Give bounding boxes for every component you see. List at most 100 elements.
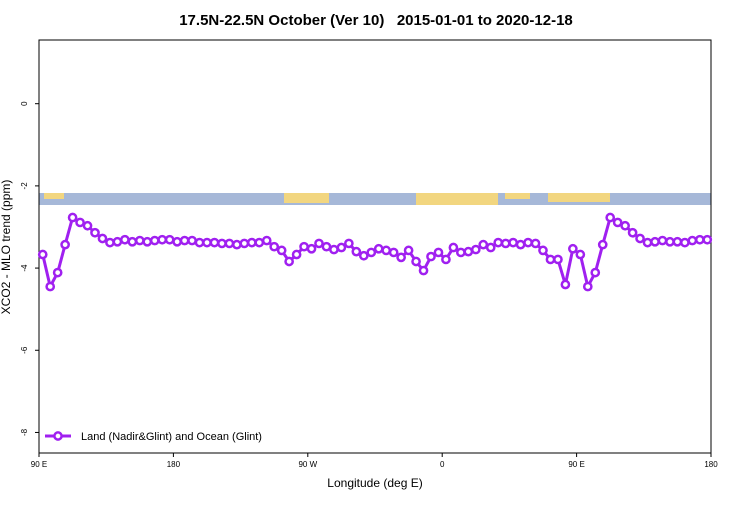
data-point [582, 281, 593, 292]
data-point [344, 238, 354, 249]
data-point [82, 220, 93, 231]
x-axis-label: Longitude (deg E) [327, 476, 422, 490]
data-point [60, 239, 70, 250]
data-point [134, 235, 145, 246]
data-point [485, 242, 496, 253]
data-point [358, 250, 369, 261]
legend-label: Land (Nadir&Glint) and Ocean (Glint) [81, 431, 262, 443]
data-point [426, 251, 436, 262]
data-point [336, 242, 347, 253]
x-tick-label: 90 E [31, 460, 47, 469]
data-point [381, 245, 392, 256]
data-point [299, 241, 309, 252]
data-point [112, 236, 123, 247]
data-point [224, 238, 235, 249]
data-point [127, 236, 138, 247]
data-point [448, 242, 459, 253]
data-point [433, 247, 444, 258]
data-point [149, 235, 160, 246]
data-point [493, 237, 504, 248]
data-point [620, 220, 630, 231]
x-tick-label: 90 W [298, 460, 317, 469]
data-point [291, 249, 302, 260]
data-point [642, 237, 653, 248]
data-point [276, 245, 287, 256]
data-point [627, 227, 638, 238]
x-tick-label: 180 [167, 460, 181, 469]
data-point [702, 234, 713, 245]
data-point [351, 246, 362, 257]
data-point [463, 246, 474, 257]
data-point [650, 236, 660, 247]
data-point [508, 237, 518, 248]
data-point [366, 247, 377, 258]
data-point [575, 249, 586, 260]
data-point [687, 235, 698, 246]
y-axis-label: XCO2 - MLO trend (ppm) [0, 180, 13, 315]
data-point [157, 234, 168, 245]
data-point [202, 237, 212, 248]
data-point [657, 235, 668, 246]
data-point [209, 237, 220, 248]
y-tick-label: -4 [20, 264, 29, 272]
data-point [568, 243, 578, 254]
data-point [321, 241, 332, 252]
data-point [187, 235, 197, 246]
x-tick-label: 90 E [568, 460, 584, 469]
data-point [605, 212, 616, 223]
data-point [560, 279, 571, 290]
data-point [90, 227, 100, 238]
data-point [75, 217, 85, 228]
data-point [694, 234, 705, 245]
y-tick-label: 0 [20, 101, 29, 106]
data-point [418, 265, 429, 276]
data-point [52, 267, 63, 278]
data-point [97, 233, 108, 244]
data-point [545, 254, 556, 265]
data-point [411, 256, 421, 267]
data-point [456, 247, 466, 258]
data-point [194, 237, 205, 248]
data-point [142, 236, 153, 247]
map-strip [39, 193, 711, 205]
data-point [665, 236, 675, 247]
data-point [329, 244, 339, 255]
data-point [246, 237, 257, 248]
data-point [590, 267, 601, 278]
data-point [538, 245, 548, 256]
data-point [172, 236, 182, 247]
data-point [530, 238, 541, 249]
data-point [269, 241, 280, 252]
data-point [515, 239, 526, 250]
y-tick-label: -8 [20, 428, 29, 436]
data-point [470, 244, 481, 255]
data-point [553, 254, 563, 265]
x-tick-label: 0 [440, 460, 445, 469]
data-point [388, 247, 399, 258]
data-point [284, 256, 294, 267]
data-point [45, 281, 56, 292]
x-tick-label: 180 [704, 460, 718, 469]
data-point [232, 239, 242, 250]
data-point [523, 237, 533, 248]
data-point [261, 235, 272, 246]
data-point [597, 239, 608, 250]
data-point [239, 238, 250, 249]
data-point [672, 236, 683, 247]
data-point [373, 243, 384, 254]
data-point [179, 235, 190, 246]
data-point [37, 249, 48, 260]
legend-marker [53, 431, 63, 441]
chart-title: 17.5N-22.5N October (Ver 10) 2015-01-01 … [179, 12, 573, 29]
data-point [254, 237, 265, 248]
data-point [635, 233, 645, 244]
data-point [478, 239, 489, 250]
data-point [120, 234, 130, 245]
data-point [612, 217, 623, 228]
data-point [314, 238, 324, 249]
data-point [217, 238, 227, 249]
data-point [500, 238, 511, 249]
data-point [67, 212, 78, 223]
y-tick-label: -6 [20, 346, 29, 354]
